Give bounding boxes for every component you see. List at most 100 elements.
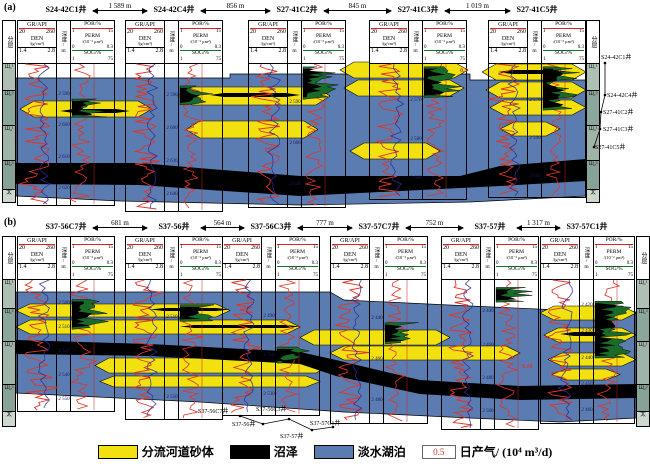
por-max: 15 [421,244,426,250]
strat-band-label: 太 [6,190,12,196]
sog-min: 1 [385,272,388,278]
perm-title: PERM [193,249,208,256]
strat-band-label: 山₂² [638,385,648,391]
sog-max: 75 [313,272,318,278]
por-scale-line [303,27,344,29]
sog-scale: 1 75 [594,273,634,278]
depth-label: 2 590 [58,92,70,97]
strat-band: 山₂² [636,384,650,412]
depth-label: 2 440 [371,316,383,321]
well-name: S37-57井 [474,222,506,231]
strat-band: 山₁² [2,308,16,342]
gr-scale-line [127,28,163,30]
perm-title: PERM [316,33,331,40]
depth-title: 深度/m [531,31,538,54]
strat-column-title: 分层 [590,36,596,48]
distance-annotation: 681 m [92,220,148,231]
sog-scale-line [303,49,344,51]
den-max: 2.8 [252,263,261,270]
den-min: 1.4 [19,263,27,270]
depth-track-header: 深度/m [527,20,542,64]
por-perm-sog-track-header: POR/% 1 15 PERM/(10⁻³ μm²) 0 0.3 SOG/% 1 75 [494,236,539,280]
por-perm-sog-track-header: POR/% 1 15 PERM/(10⁻³ μm²) 0 0.3 SOG/% 1 75 [541,20,586,64]
gr-scale: 20 260 [331,245,369,251]
distance-label: 752 m [425,219,444,227]
strat-band: 太 [2,411,16,427]
depth-label: 2 430 [581,329,593,334]
den-max: 2.8 [360,263,369,270]
gr-den-track: GR/API 20 260 DEN/(g/cm³) 1.4 2.8 [222,236,262,416]
depth-track: 深度/m 2 590 2 600 2 630 2 640 [164,20,179,212]
por-max: 15 [628,244,633,250]
distance-annotation: 1 019 m [444,2,511,14]
depth-label: 2 450 [581,382,593,387]
depth-label: 2 550 [58,397,70,402]
den-max: 2.8 [518,47,527,54]
strat-band: 山₂² [586,160,600,190]
well-log-box: GR/API 20 260 DEN/(g/cm³) 1.4 2.8 深度/m 2 590 2 6… [248,20,346,208]
inset-well-label: S24-42C4井 [607,93,638,99]
sog-scale-line [180,49,221,51]
depth-title: 深度/m [291,31,298,54]
distance-arrow-line [200,7,271,14]
den-unit: /(g/cm³) [234,256,250,262]
den-scale: 1.4 2.8 [541,262,579,270]
depth-label: 2 570 [529,98,541,103]
inset-well-dot [599,110,603,114]
den-unit: /(g/cm³) [137,40,153,46]
por-scale: 1 15 [542,29,585,34]
inset-well-label: S37-56C7井 [198,409,229,415]
gr-scale-line [224,244,260,246]
gr-max: 260 [517,29,526,36]
sog-scale: 1 75 [179,273,222,278]
legend-label-production: 日产气/ (10⁴ m³/d) [459,445,553,459]
gr-title: GR/API [550,238,570,244]
por-max: 15 [532,244,537,250]
depth-track-header: 深度/m [369,236,384,280]
distance-label: 1 019 m [466,2,489,10]
gr-scale-line [371,28,407,30]
gr-scale: 20 260 [126,29,164,35]
distance-label: 777 m [316,219,334,227]
por-min: 1 [72,244,75,250]
perm-title: PERM [193,33,208,40]
gr-scale: 20 260 [489,29,527,35]
den-scale: 1.4 2.8 [223,262,261,270]
depth-label: 2 520 [58,349,70,354]
den-max: 2.8 [47,263,56,270]
por-scale-line [543,27,584,29]
depth-label: 2 500 [58,301,70,306]
por-title: POR/% [555,21,572,27]
por-min: 1 [595,244,598,250]
depth-track: 深度/m 2 590 2 600 2 610 2 620 [56,20,71,206]
perm-title: PERM [85,249,100,256]
sog-title: SOG/% [507,265,526,272]
den-title: DEN [30,35,44,42]
depth-track-header: 深度/m [56,236,71,280]
sog-scale: 1 75 [495,273,538,278]
gr-min: 20 [250,29,256,36]
sog-max: 75 [421,272,426,278]
sog-min: 1 [496,272,499,278]
gr-scale: 20 260 [223,245,261,251]
gr-max: 260 [359,245,368,252]
strat-band: 山₁¹ [2,279,16,309]
por-perm-sog-track: POR/% 1 15 PERM/(10⁻³ μm²) 0 0.3 SOG/% 1 75 [541,20,586,198]
perm-scale: 0 0.3 [594,261,634,266]
gas-production-value: 0.5 [460,68,468,74]
distance-annotation: 1 589 m [92,3,148,14]
por-scale-line [72,27,113,29]
perm-scale: 0 0.3 [495,261,538,266]
sog-scale-line [543,49,584,51]
por-scale: 1 15 [495,245,538,250]
strat-band-label: 山₁² [4,309,14,315]
den-title: DEN [30,251,44,258]
gr-title: GR/API [232,238,252,244]
well-log-box: GR/API 20 260 DEN/(g/cm³) 1.4 2.8 深度/m 2 570 2 5… [369,20,467,200]
den-min: 1.4 [490,47,498,54]
por-title: POR/% [84,21,101,27]
perm-unit: /(10⁻³ μm²) [553,38,574,44]
sog-min: 1 [180,56,183,62]
por-title: POR/% [397,237,414,243]
